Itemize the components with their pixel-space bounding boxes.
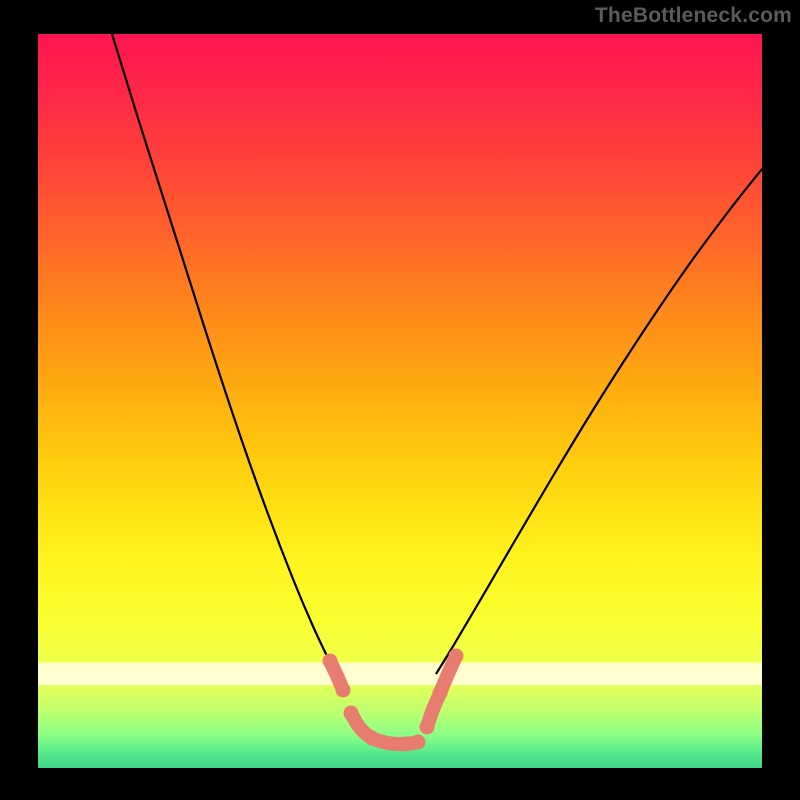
curve-right	[436, 169, 762, 674]
highlight-dot-7	[433, 686, 448, 701]
plot-area	[38, 34, 762, 768]
highlight-dot-5	[411, 735, 426, 750]
highlight-dot-0	[323, 654, 338, 669]
highlight-dot-3	[365, 731, 380, 746]
highlight-dot-6	[420, 720, 435, 735]
highlight-dot-4	[398, 737, 413, 752]
highlight-dot-2	[344, 706, 359, 721]
bottleneck-curve-chart	[38, 34, 762, 768]
highlight-dot-8	[449, 649, 464, 664]
curve-left	[112, 34, 336, 674]
highlight-dot-1	[336, 683, 351, 698]
attribution-text: TheBottleneck.com	[595, 4, 792, 28]
